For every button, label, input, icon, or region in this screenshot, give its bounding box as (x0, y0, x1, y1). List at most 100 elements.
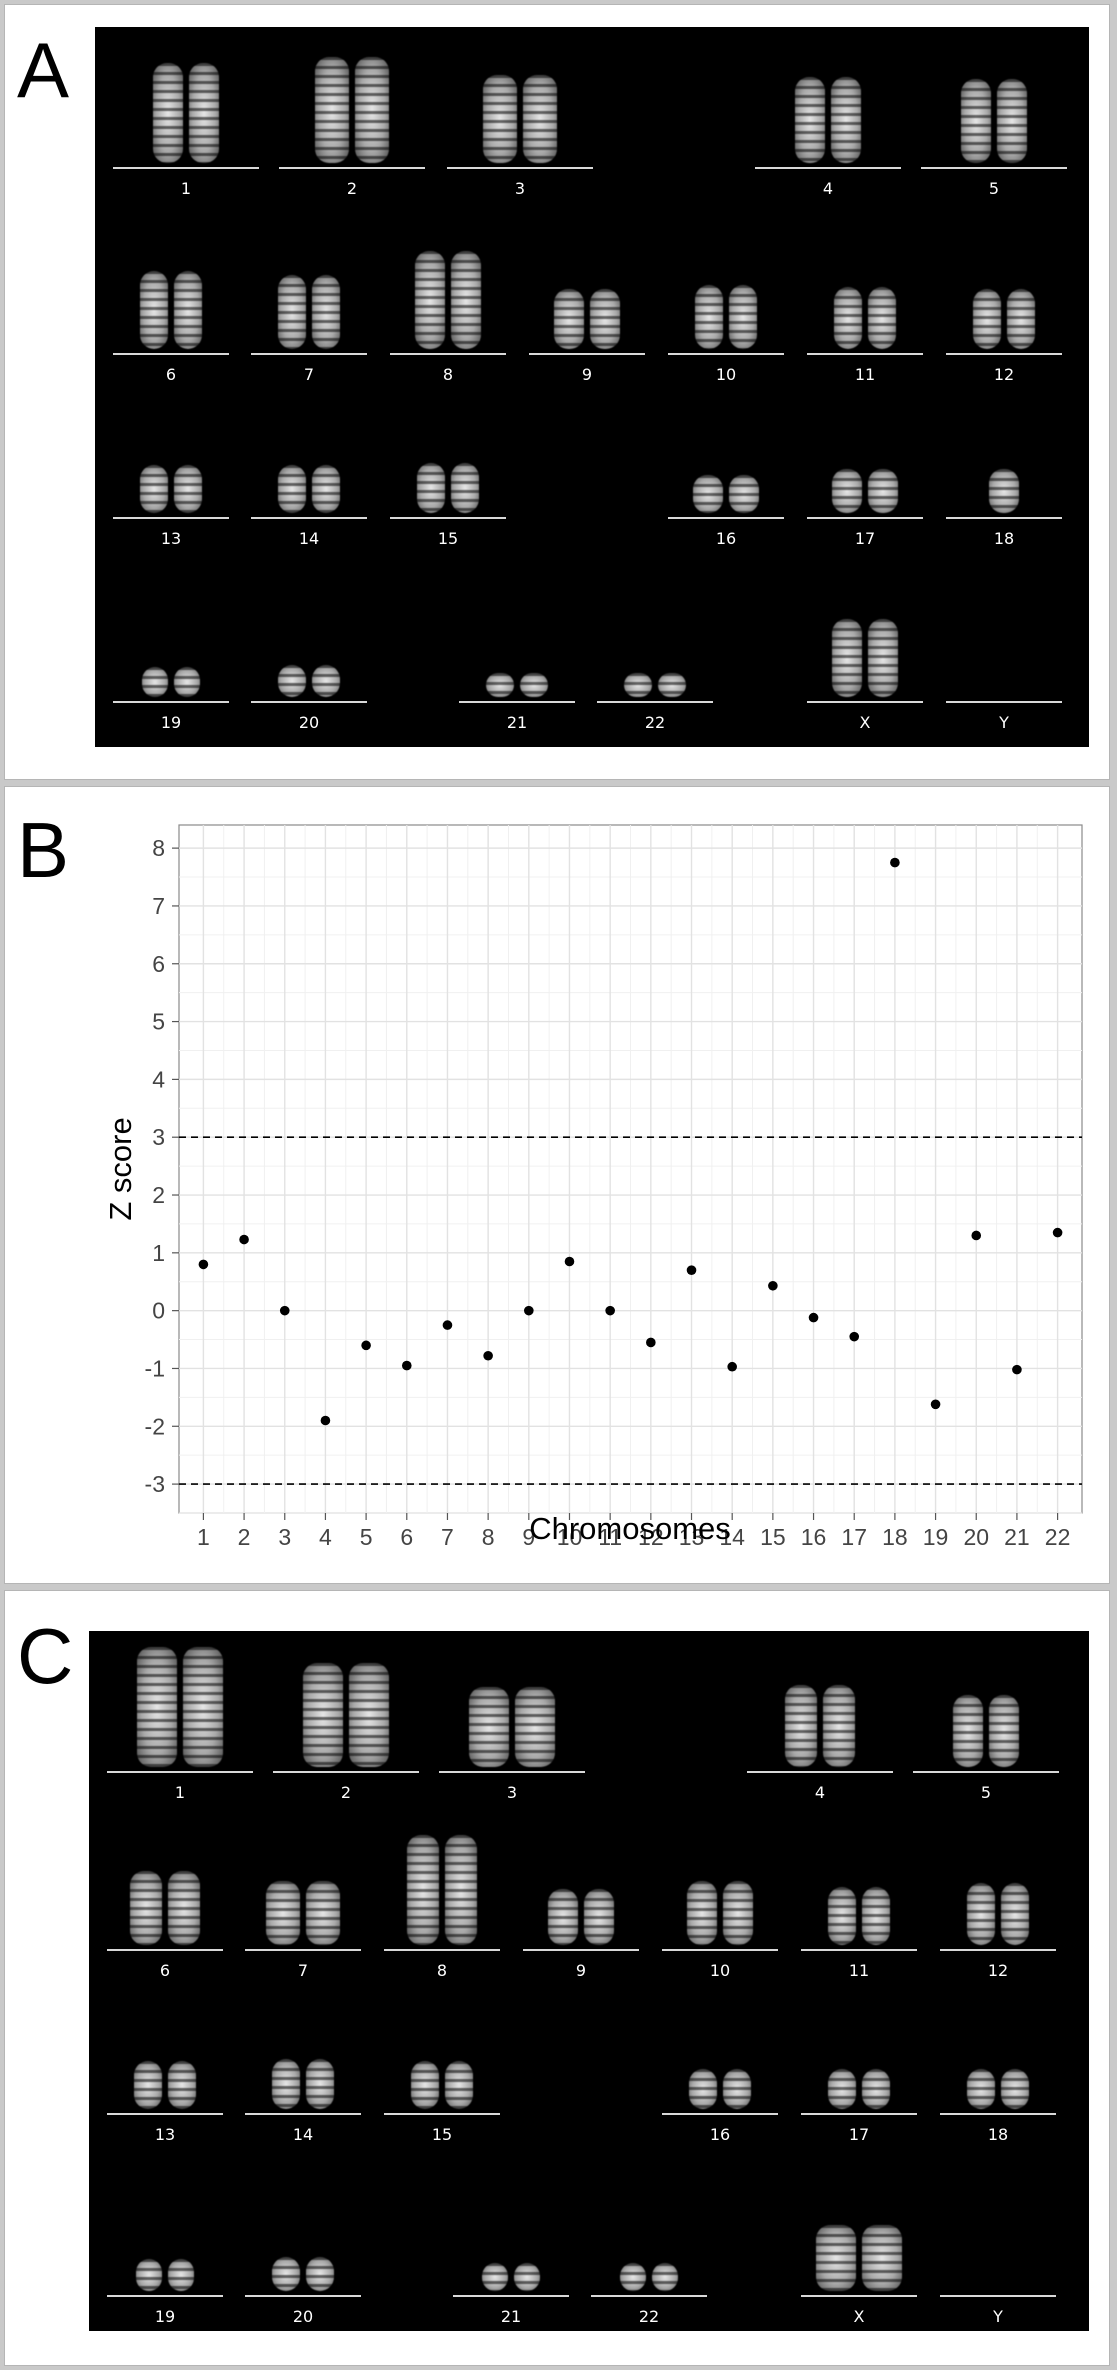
chromosome-baseline (453, 2295, 569, 2297)
x-tick-label: 12 (638, 1524, 664, 1550)
y-tick-label: 7 (152, 893, 165, 919)
chromosome-baseline (390, 353, 506, 355)
chromosome-13-copy (134, 2061, 162, 2109)
chromosome-19-copy (142, 667, 168, 697)
chromosome-label: 18 (987, 2125, 1009, 2144)
chromosome-label: 20 (298, 713, 320, 732)
chromosome-baseline (597, 701, 713, 703)
chromosome-15-copy (451, 463, 479, 513)
chromosome-baseline (459, 701, 575, 703)
chromosome-baseline (273, 1771, 419, 1773)
chromosome-label: 20 (292, 2307, 314, 2326)
chromosome-14-copy (306, 2059, 334, 2109)
chromosome-10-copy (723, 1881, 753, 1945)
chromosome-17-copy (832, 469, 862, 513)
chromosome-5-copy (961, 79, 991, 163)
chromosome-baseline (245, 2295, 361, 2297)
chromosome-slot-6: 6 (113, 271, 229, 384)
chromosome-label: 3 (506, 1783, 518, 1802)
chromosome-label: 5 (980, 1783, 992, 1802)
chromosome-slot-13: 13 (113, 465, 229, 548)
chromosome-baseline (807, 517, 923, 519)
chromosome-baseline (384, 2113, 500, 2115)
chromosome-baseline (668, 353, 784, 355)
chromosome-22-copy (658, 673, 686, 697)
data-point-chr-6 (401, 1360, 412, 1371)
chromosome-15-copy (445, 2061, 473, 2109)
chromosome-3-copy (523, 75, 557, 163)
chromosome-6-copy (130, 1871, 162, 1945)
y-tick-label: 0 (152, 1298, 165, 1324)
chromosome-baseline (591, 2295, 707, 2297)
chromosome-15-copy (411, 2061, 439, 2109)
chromosome-19-copy (168, 2259, 194, 2291)
chromosome-10-copy (687, 1881, 717, 1945)
chromosome-baseline (113, 701, 229, 703)
chromosome-label: 19 (160, 713, 182, 732)
chromosome-2-copy (355, 57, 389, 163)
chromosome-14-copy (278, 465, 306, 513)
chromosome-20-copy (278, 665, 306, 697)
chromosome-slot-22: 22 (597, 673, 713, 732)
chromosome-label: 2 (346, 179, 358, 198)
chromosome-baseline (662, 2113, 778, 2115)
chromosome-1-copy (189, 63, 219, 163)
data-point-chr-5 (361, 1340, 371, 1351)
chromosome-7-copy (306, 1881, 340, 1945)
chromosome-slot-14: 14 (245, 2059, 361, 2144)
chromosome-20-copy (306, 2257, 334, 2291)
chromosome-19-copy (174, 667, 200, 697)
chromosome-16-copy (689, 2069, 717, 2109)
chromosome-baseline (529, 353, 645, 355)
data-point-chr-12 (646, 1337, 656, 1348)
chromosome-slot-1: 1 (113, 63, 259, 198)
chromosome-4-copy (795, 77, 825, 163)
chromosome-label: 13 (154, 2125, 176, 2144)
chromosome-label: Y (999, 713, 1009, 732)
x-tick-label: 2 (238, 1524, 251, 1550)
chromosome-1-copy (153, 63, 183, 163)
x-tick-label: 8 (482, 1524, 495, 1550)
data-point-chr-7 (442, 1320, 453, 1330)
chromosome-17-copy (868, 469, 898, 513)
chromosome-baseline (807, 701, 923, 703)
chromosome-label: 4 (822, 179, 834, 198)
chromosome-label: 14 (298, 529, 320, 548)
chromosome-slot-X: X (807, 619, 923, 732)
y-tick-label: 1 (152, 1240, 165, 1266)
data-point-chr-16 (808, 1312, 819, 1323)
chromosome-19-copy (136, 2259, 162, 2291)
chromosome-label: 10 (715, 365, 737, 384)
chromosome-9-copy (590, 289, 620, 349)
chromosome-baseline (523, 1949, 639, 1951)
chromosome-1-copy (183, 1647, 223, 1767)
chromosome-slot-X: X (801, 2225, 917, 2326)
chromosome-slot-14: 14 (251, 465, 367, 548)
x-tick-label: 1 (197, 1524, 210, 1550)
chromosome-baseline (668, 517, 784, 519)
chromosome-label: 12 (993, 365, 1015, 384)
chromosome-slot-4: 4 (747, 1685, 893, 1802)
panel-b-letter: B (17, 806, 70, 894)
x-tick-label: 17 (841, 1524, 867, 1550)
chromosome-slot-9: 9 (523, 1889, 639, 1980)
chromosome-8-copy (415, 251, 445, 349)
data-point-chr-3 (279, 1305, 290, 1316)
chromosome-21-copy (514, 2263, 540, 2291)
x-tick-label: 20 (963, 1524, 989, 1550)
chromosome-10-copy (729, 285, 757, 349)
chromosome-slot-21: 21 (459, 673, 575, 732)
chromosome-10-copy (695, 285, 723, 349)
data-point-chr-2 (239, 1234, 249, 1245)
chromosome-slot-5: 5 (921, 79, 1067, 198)
chromosome-11-copy (834, 287, 862, 349)
chromosome-slot-12: 12 (940, 1883, 1056, 1980)
chromosome-9-copy (584, 1889, 614, 1945)
y-axis-label: Z score (103, 1117, 138, 1220)
chromosome-label: 15 (431, 2125, 453, 2144)
chromosome-11-copy (828, 1887, 856, 1945)
chromosome-X-copy (868, 619, 898, 697)
chromosome-slot-12: 12 (946, 289, 1062, 384)
data-point-chr-13 (686, 1265, 697, 1275)
